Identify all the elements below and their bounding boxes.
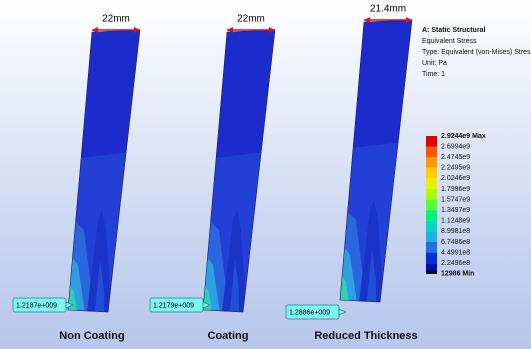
legend-level: 2.0246e9 <box>441 175 470 182</box>
legend-level: 2.2496e8 <box>441 260 470 267</box>
screenshot: 22mm 1.2187e+009 Non Coating 22mm 1.2179e+00… <box>0 0 531 349</box>
legend-swatch <box>426 253 437 264</box>
legend-title: A: Static Structural <box>422 27 485 34</box>
legend-swatch <box>426 168 437 179</box>
legend-level: 1.5747e9 <box>441 196 470 203</box>
legend-info: Equivalent Stress <box>422 38 477 45</box>
legend-level: 1.7996e9 <box>441 186 470 193</box>
legend-swatch <box>426 210 437 221</box>
legend-swatch <box>426 189 437 200</box>
probe-value: 1.2886e+009 <box>289 309 330 316</box>
dimension-label: 22mm <box>237 14 265 25</box>
legend-level: 1.3497e9 <box>441 207 470 214</box>
legend-level: 1.1248e9 <box>441 218 470 225</box>
legend-swatch <box>426 242 437 253</box>
legend-info: Type: Equivalent (von-Mises) Stress <box>422 49 531 56</box>
dimension-label: 21.4mm <box>370 4 406 15</box>
legend-swatch <box>426 200 437 211</box>
legend-swatch <box>426 136 437 147</box>
specimen-label: Non Coating <box>59 330 124 342</box>
legend-swatch <box>426 157 437 168</box>
legend-swatch <box>426 231 437 242</box>
legend-level: 2.9244e9 Max <box>441 133 486 140</box>
legend-info: Unit: Pa <box>422 60 447 67</box>
legend-info: Time: 1 <box>422 71 445 78</box>
specimen-label: Coating <box>208 330 249 342</box>
specimen-label: Reduced Thickness <box>314 330 417 342</box>
legend-level: 8.9981e8 <box>441 228 470 235</box>
legend-level: 6.7486e8 <box>441 239 470 246</box>
legend-level: 12986 Min <box>441 271 474 278</box>
legend-level: 4.4991e8 <box>441 249 470 256</box>
legend-level: 2.2495e9 <box>441 165 470 172</box>
legend-swatch <box>426 178 437 189</box>
probe-value: 1.2187e+009 <box>16 302 57 309</box>
legend-level: 2.6994e9 <box>441 143 470 150</box>
legend-swatch <box>426 271 437 274</box>
legend-swatch <box>426 147 437 158</box>
legend-swatch <box>426 221 437 232</box>
probe-value: 1.2179e+009 <box>153 302 194 309</box>
legend-level: 2.4745e9 <box>441 154 470 161</box>
dimension-label: 22mm <box>102 14 130 25</box>
